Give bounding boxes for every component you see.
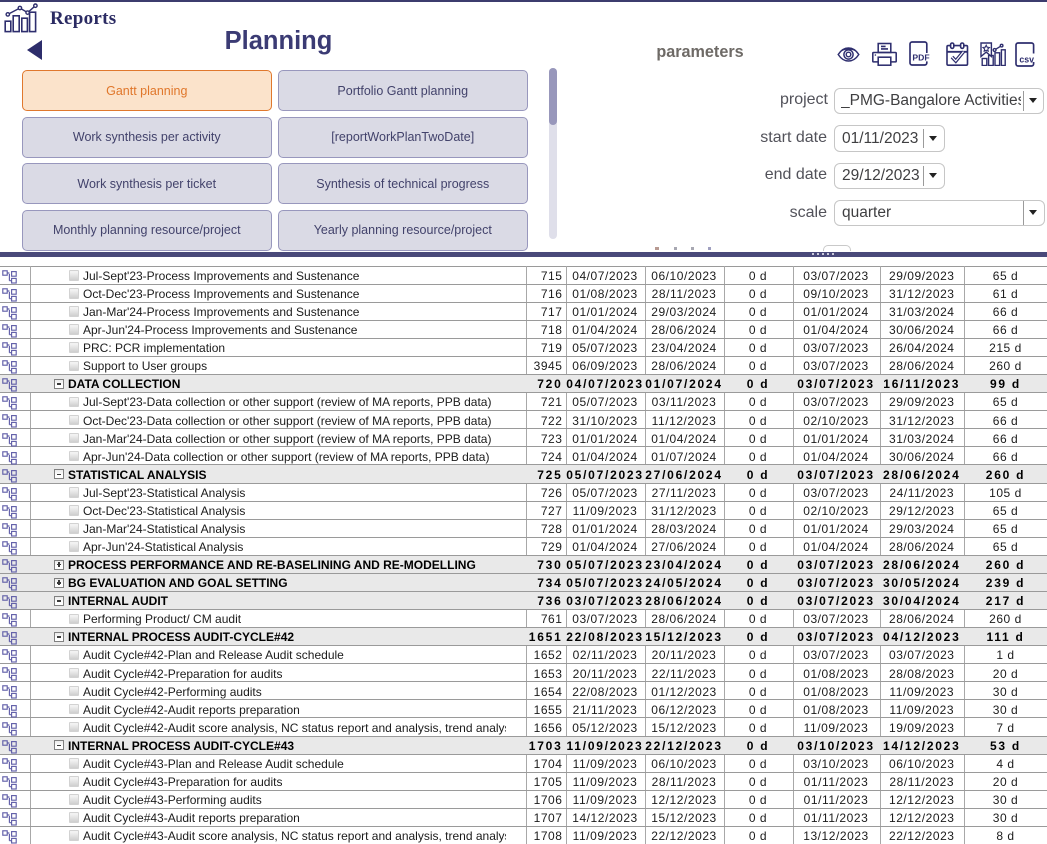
svg-text:csv: csv	[1019, 54, 1034, 64]
svg-text:PDF: PDF	[912, 53, 929, 63]
